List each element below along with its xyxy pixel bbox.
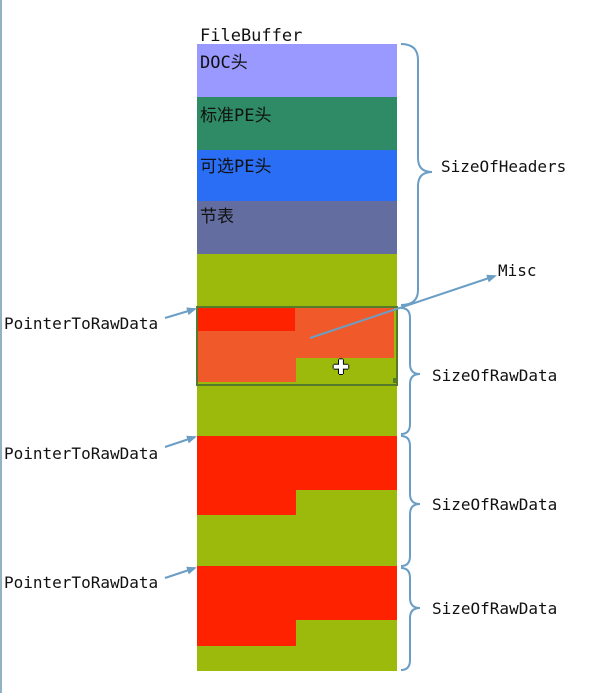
section-table-block: 节表 — [197, 201, 397, 254]
section-table-label: 节表 — [200, 207, 234, 227]
section1-padding — [296, 358, 394, 382]
filebuffer-title: FileBuffer — [200, 26, 303, 46]
window-edge — [0, 0, 2, 693]
optional-pe-header-label: 可选PE头 — [200, 157, 272, 177]
size-of-raw-data-brace-1 — [400, 307, 421, 435]
section3-raw-data-tail — [197, 620, 296, 646]
size-of-raw-data-label-2: SizeOfRawData — [432, 495, 558, 514]
size-of-raw-data-brace-3 — [400, 567, 421, 671]
misc-arrow — [309, 274, 497, 339]
size-of-raw-data-label-3: SizeOfRawData — [432, 599, 558, 618]
section2-raw-data-tail — [197, 490, 296, 515]
standard-pe-header-label: 标准PE头 — [200, 106, 272, 126]
size-of-raw-data-brace-2 — [400, 435, 421, 567]
section2-raw-data — [197, 436, 397, 490]
doc-header-label: DOC头 — [200, 53, 248, 73]
size-of-headers-brace — [400, 43, 433, 306]
optional-pe-header-block: 可选PE头 — [197, 150, 397, 201]
pointer-arrow-2 — [164, 435, 197, 448]
pointer-arrow-3 — [164, 566, 197, 579]
doc-header-block: DOC头 — [197, 44, 397, 97]
pointer-arrow-1 — [164, 307, 197, 319]
standard-pe-header-block: 标准PE头 — [197, 97, 397, 150]
section3-raw-data — [197, 566, 397, 620]
size-of-raw-data-label-1: SizeOfRawData — [432, 366, 558, 385]
pointer-to-raw-data-label-2: PointerToRawData — [4, 444, 159, 463]
selection-handle[interactable] — [393, 378, 398, 383]
pointer-to-raw-data-label-3: PointerToRawData — [4, 573, 159, 592]
section1-raw-data-top — [198, 308, 295, 331]
move-cursor-icon: ✚ — [332, 355, 350, 379]
selection-box[interactable] — [196, 306, 398, 386]
misc-label: Misc — [498, 261, 537, 280]
pointer-to-raw-data-label-1: PointerToRawData — [4, 314, 159, 333]
size-of-headers-label: SizeOfHeaders — [441, 157, 567, 176]
